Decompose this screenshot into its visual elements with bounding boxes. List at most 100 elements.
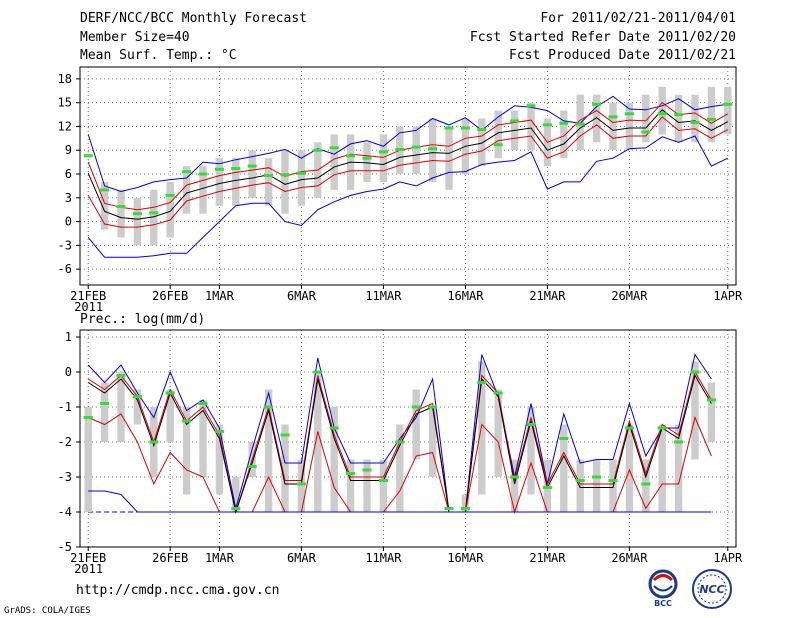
variable-label: Mean Surf. Temp.: °C bbox=[80, 48, 237, 63]
x-tick-label: 21MAR bbox=[529, 289, 566, 303]
forecast-mark bbox=[641, 482, 651, 486]
forecast-mark bbox=[608, 115, 618, 119]
forecast-mark bbox=[247, 465, 257, 468]
ensemble-box bbox=[527, 102, 535, 151]
forecast-mark bbox=[575, 479, 585, 482]
forecast-mark bbox=[493, 143, 503, 147]
ensemble-box bbox=[84, 407, 92, 512]
ensemble-box bbox=[625, 102, 634, 151]
ensemble-box bbox=[396, 424, 404, 512]
ensemble-box bbox=[707, 86, 716, 143]
y-tick-label: 1 bbox=[65, 330, 72, 344]
forecast-mark bbox=[100, 402, 110, 405]
forecast-mark bbox=[674, 440, 684, 444]
forecast-mark bbox=[329, 146, 339, 150]
forecast-mark bbox=[182, 170, 192, 174]
forecast-mark bbox=[100, 188, 110, 192]
ensemble-box bbox=[478, 118, 486, 167]
ensemble-box bbox=[264, 389, 273, 512]
ensemble-box bbox=[576, 94, 584, 151]
x-tick-label: 21FEB bbox=[70, 551, 106, 565]
y-tick-label: 0 bbox=[65, 215, 72, 229]
bcc-logo-text: BCC bbox=[654, 599, 672, 608]
ensemble-box bbox=[642, 94, 650, 143]
ensemble-box bbox=[560, 424, 568, 512]
ensemble-box bbox=[232, 477, 240, 512]
forecast-mark bbox=[460, 126, 470, 130]
y-tick-label: 15 bbox=[58, 96, 72, 110]
x-tick-label: 1MAR bbox=[205, 551, 235, 565]
forecast-mark bbox=[182, 419, 192, 423]
forecast-mark bbox=[641, 130, 651, 134]
forecast-mark bbox=[214, 167, 224, 171]
x-tick-label: 1APR bbox=[713, 289, 743, 303]
forecast-mark bbox=[477, 381, 487, 384]
forecast-period: For 2011/02/21-2011/04/01 bbox=[540, 11, 736, 26]
ensemble-box bbox=[428, 407, 437, 477]
series-min-line bbox=[88, 490, 712, 513]
ensemble-box bbox=[330, 134, 338, 190]
forecast-mark bbox=[132, 395, 142, 398]
y-tick-label: 9 bbox=[65, 143, 72, 157]
forecast-mark bbox=[674, 113, 684, 117]
forecast-mark bbox=[296, 482, 306, 486]
ensemble-box bbox=[100, 382, 109, 442]
y-tick-label: -3 bbox=[58, 238, 72, 252]
ensemble-box bbox=[674, 94, 683, 143]
forecast-mark bbox=[690, 370, 700, 374]
ensemble-box bbox=[215, 424, 224, 495]
series-max-line bbox=[87, 95, 728, 193]
ensemble-box bbox=[363, 459, 371, 512]
forecast-mark bbox=[510, 475, 520, 479]
forecast-start-date: Fcst Started Refer Date 2011/02/20 bbox=[469, 30, 736, 45]
chart-title: DERF/NCC/BCC Monthly Forecast bbox=[80, 11, 307, 26]
ensemble-box bbox=[133, 389, 142, 425]
ensemble-box bbox=[691, 94, 699, 143]
x-tick-label: 1APR bbox=[713, 551, 743, 565]
series-mean-line bbox=[87, 109, 729, 220]
forecast-mark bbox=[198, 172, 208, 176]
forecast-mark bbox=[559, 121, 569, 125]
forecast-mark bbox=[723, 102, 733, 106]
forecast-mark bbox=[706, 117, 716, 121]
x-tick-label: 26FEB bbox=[152, 551, 188, 565]
forecast-mark bbox=[362, 468, 372, 472]
ensemble-box bbox=[592, 94, 601, 143]
forecast-mark bbox=[83, 154, 93, 158]
bcc-logo: BCC bbox=[648, 569, 678, 608]
ensemble-box bbox=[133, 197, 142, 246]
forecast-mark bbox=[542, 123, 552, 127]
forecast-mark bbox=[477, 128, 487, 132]
ncc-logo: NCC bbox=[692, 569, 732, 609]
x-tick-label: 11MAR bbox=[365, 551, 402, 565]
ensemble-box bbox=[642, 459, 650, 512]
member-size-label: Member Size=40 bbox=[80, 30, 190, 45]
forecast-mark bbox=[690, 120, 700, 124]
forecast-mark bbox=[657, 112, 667, 116]
forecast-mark bbox=[706, 398, 716, 402]
forecast-mark bbox=[592, 102, 602, 106]
forecast-mark bbox=[329, 426, 339, 430]
x-tick-label: 16MAR bbox=[447, 551, 484, 565]
ensemble-box bbox=[297, 150, 306, 206]
x-tick-label: 21FEB bbox=[70, 289, 106, 303]
ensemble-box bbox=[166, 181, 174, 238]
source-url[interactable]: http://cmdp.ncc.cma.gov.cn bbox=[76, 583, 280, 598]
forecast-mark bbox=[624, 112, 634, 116]
forecast-mark bbox=[657, 426, 667, 430]
forecast-mark bbox=[313, 370, 323, 374]
ncc-logo-text: NCC bbox=[699, 583, 724, 596]
plot-frame bbox=[79, 66, 737, 286]
ensemble-box bbox=[363, 142, 371, 182]
y-tick-label: -2 bbox=[58, 435, 72, 449]
ensemble-box bbox=[445, 126, 453, 190]
ensemble-box bbox=[625, 424, 634, 512]
ensemble-box bbox=[576, 459, 584, 512]
ensemble-box bbox=[691, 361, 699, 460]
series-max-line bbox=[87, 353, 712, 513]
forecast-mark bbox=[395, 440, 405, 444]
ensemble-box bbox=[592, 459, 601, 512]
forecast-mark bbox=[608, 479, 618, 482]
ensemble-box bbox=[478, 361, 486, 495]
ensemble-box bbox=[117, 372, 125, 442]
